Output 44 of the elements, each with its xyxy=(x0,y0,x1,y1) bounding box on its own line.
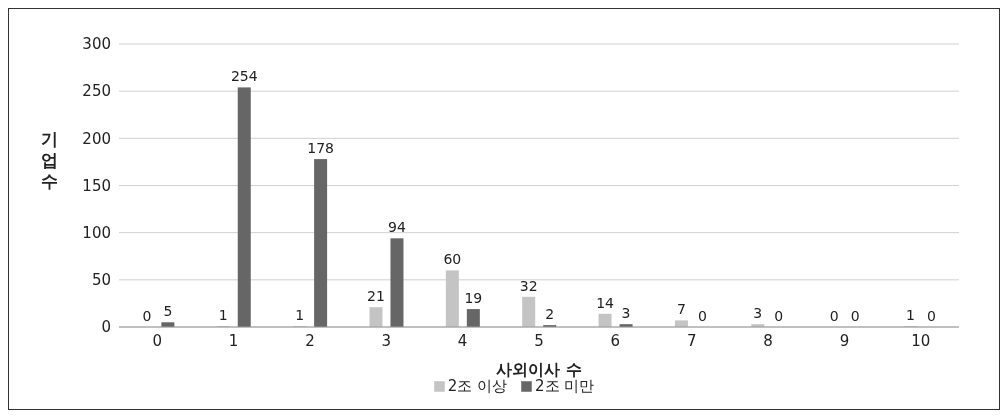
data-label: 178 xyxy=(307,140,334,157)
data-label: 2 xyxy=(545,306,555,323)
x-tick-label: 6 xyxy=(610,331,621,350)
x-tick-label: 10 xyxy=(911,331,931,350)
data-label: 60 xyxy=(443,251,462,268)
data-label: 0 xyxy=(774,308,784,324)
data-label: 19 xyxy=(464,290,483,307)
y-tick-label: 100 xyxy=(82,223,111,242)
x-axis-title: 사외이사 수 xyxy=(496,360,582,379)
x-tick-label: 3 xyxy=(381,331,392,350)
legend-label: 2조 미만 xyxy=(535,377,595,396)
data-label: 21 xyxy=(367,288,385,305)
data-label: 0 xyxy=(927,308,936,324)
data-label: 0 xyxy=(829,308,839,324)
data-label: 3 xyxy=(621,305,631,322)
data-label: 0 xyxy=(697,308,707,324)
x-tick-label: 5 xyxy=(534,331,544,350)
legend-label: 2조 이상 xyxy=(446,377,507,396)
data-label: 14 xyxy=(596,294,615,311)
y-tick-label: 150 xyxy=(82,176,111,195)
data-label: 3 xyxy=(753,305,763,322)
data-label: 0 xyxy=(850,308,860,324)
x-tick-label: 2 xyxy=(305,331,315,350)
data-label: 1 xyxy=(218,307,228,324)
x-tick-label: 4 xyxy=(457,331,468,350)
y-axis-title: 기업수 xyxy=(39,129,59,192)
y-tick-label: 200 xyxy=(82,129,111,148)
x-tick-label: 0 xyxy=(152,331,162,350)
data-label: 94 xyxy=(388,219,406,236)
data-label: 32 xyxy=(519,277,538,294)
data-label: 254 xyxy=(230,68,258,85)
data-label: 1 xyxy=(906,307,915,324)
y-tick-label: 250 xyxy=(82,82,111,101)
data-label: 0 xyxy=(142,308,152,324)
data-label: 1 xyxy=(295,307,305,324)
y-tick-label: 300 xyxy=(82,35,111,54)
y-tick-label: 50 xyxy=(91,271,111,290)
data-label: 7 xyxy=(676,301,686,318)
data-label: 5 xyxy=(163,303,173,320)
x-tick-label: 1 xyxy=(228,331,239,350)
x-tick-label: 9 xyxy=(839,331,850,350)
x-tick-label: 8 xyxy=(763,331,773,350)
x-tick-label: 7 xyxy=(686,331,697,350)
y-tick-label: 0 xyxy=(101,318,111,337)
